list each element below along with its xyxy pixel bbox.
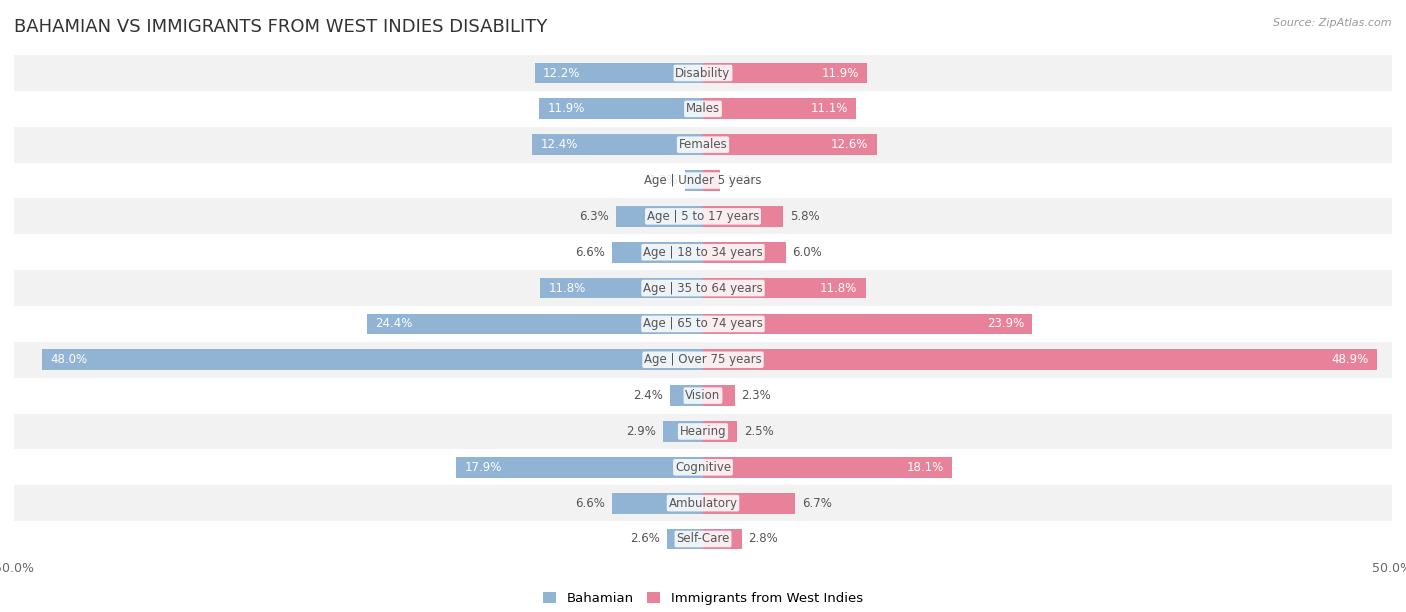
- Text: 12.2%: 12.2%: [543, 67, 581, 80]
- Bar: [14, 270, 1392, 306]
- Bar: [703, 493, 796, 513]
- Bar: [14, 234, 1392, 270]
- Bar: [703, 242, 786, 263]
- Bar: [612, 242, 703, 263]
- Text: 1.3%: 1.3%: [648, 174, 678, 187]
- Bar: [703, 385, 735, 406]
- Bar: [703, 62, 868, 83]
- Bar: [703, 134, 876, 155]
- Text: Age | 65 to 74 years: Age | 65 to 74 years: [643, 318, 763, 330]
- Bar: [14, 342, 1392, 378]
- Text: Females: Females: [679, 138, 727, 151]
- Bar: [538, 99, 703, 119]
- Text: Ambulatory: Ambulatory: [668, 497, 738, 510]
- Bar: [540, 278, 703, 299]
- Text: 12.6%: 12.6%: [831, 138, 869, 151]
- Bar: [14, 127, 1392, 163]
- Bar: [14, 163, 1392, 198]
- Bar: [42, 349, 703, 370]
- Bar: [664, 421, 703, 442]
- Bar: [669, 385, 703, 406]
- Bar: [14, 306, 1392, 342]
- Bar: [14, 91, 1392, 127]
- Text: 11.1%: 11.1%: [810, 102, 848, 115]
- Text: 11.8%: 11.8%: [548, 282, 586, 294]
- Text: 12.4%: 12.4%: [540, 138, 578, 151]
- Text: 6.3%: 6.3%: [579, 210, 609, 223]
- Text: Age | 35 to 64 years: Age | 35 to 64 years: [643, 282, 763, 294]
- Text: 48.0%: 48.0%: [49, 353, 87, 366]
- Text: 17.9%: 17.9%: [464, 461, 502, 474]
- Bar: [703, 99, 856, 119]
- Text: 1.2%: 1.2%: [727, 174, 756, 187]
- Bar: [703, 278, 866, 299]
- Text: Self-Care: Self-Care: [676, 532, 730, 545]
- Text: 5.8%: 5.8%: [790, 210, 820, 223]
- Legend: Bahamian, Immigrants from West Indies: Bahamian, Immigrants from West Indies: [537, 587, 869, 611]
- Bar: [703, 313, 1032, 334]
- Bar: [367, 313, 703, 334]
- Bar: [534, 62, 703, 83]
- Bar: [668, 529, 703, 550]
- Text: Source: ZipAtlas.com: Source: ZipAtlas.com: [1274, 18, 1392, 28]
- Bar: [14, 414, 1392, 449]
- Text: 6.6%: 6.6%: [575, 497, 605, 510]
- Text: 6.0%: 6.0%: [793, 246, 823, 259]
- Bar: [531, 134, 703, 155]
- Text: 18.1%: 18.1%: [907, 461, 945, 474]
- Text: 11.9%: 11.9%: [547, 102, 585, 115]
- Text: 11.8%: 11.8%: [820, 282, 858, 294]
- Bar: [457, 457, 703, 478]
- Text: 2.3%: 2.3%: [741, 389, 772, 402]
- Text: 24.4%: 24.4%: [375, 318, 412, 330]
- Text: Cognitive: Cognitive: [675, 461, 731, 474]
- Bar: [703, 529, 741, 550]
- Bar: [14, 485, 1392, 521]
- Text: Hearing: Hearing: [679, 425, 727, 438]
- Bar: [703, 206, 783, 227]
- Text: Age | Over 75 years: Age | Over 75 years: [644, 353, 762, 366]
- Text: 2.6%: 2.6%: [630, 532, 661, 545]
- Bar: [14, 378, 1392, 414]
- Text: Age | Under 5 years: Age | Under 5 years: [644, 174, 762, 187]
- Text: Disability: Disability: [675, 67, 731, 80]
- Text: 2.4%: 2.4%: [633, 389, 664, 402]
- Text: 6.6%: 6.6%: [575, 246, 605, 259]
- Bar: [703, 170, 720, 191]
- Bar: [685, 170, 703, 191]
- Text: Age | 5 to 17 years: Age | 5 to 17 years: [647, 210, 759, 223]
- Bar: [703, 349, 1376, 370]
- Text: 11.9%: 11.9%: [821, 67, 859, 80]
- Bar: [14, 521, 1392, 557]
- Text: 2.8%: 2.8%: [748, 532, 778, 545]
- Bar: [14, 198, 1392, 234]
- Bar: [616, 206, 703, 227]
- Text: Vision: Vision: [685, 389, 721, 402]
- Bar: [612, 493, 703, 513]
- Text: 2.9%: 2.9%: [626, 425, 657, 438]
- Text: Males: Males: [686, 102, 720, 115]
- Bar: [14, 449, 1392, 485]
- Text: 2.5%: 2.5%: [744, 425, 775, 438]
- Text: 48.9%: 48.9%: [1331, 353, 1368, 366]
- Bar: [703, 421, 738, 442]
- Text: 23.9%: 23.9%: [987, 318, 1024, 330]
- Bar: [14, 55, 1392, 91]
- Text: Age | 18 to 34 years: Age | 18 to 34 years: [643, 246, 763, 259]
- Bar: [703, 457, 952, 478]
- Text: 6.7%: 6.7%: [803, 497, 832, 510]
- Text: BAHAMIAN VS IMMIGRANTS FROM WEST INDIES DISABILITY: BAHAMIAN VS IMMIGRANTS FROM WEST INDIES …: [14, 18, 547, 36]
